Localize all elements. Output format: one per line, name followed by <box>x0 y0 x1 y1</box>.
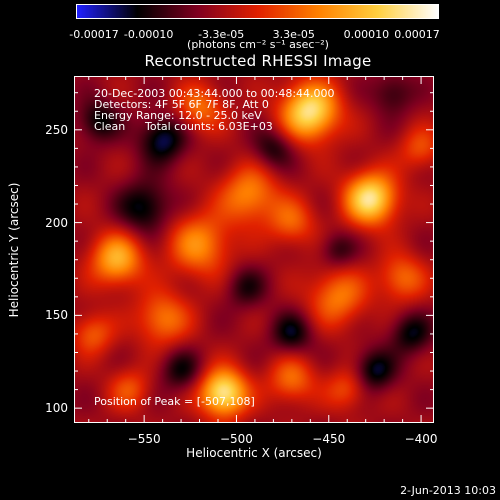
heatmap-plot <box>74 76 434 423</box>
plot-border <box>74 76 434 423</box>
x-tick-label: −400 <box>404 432 438 446</box>
detectors-label: Detectors: 4F 5F 6F 7F 8F, Att 0 <box>94 98 269 111</box>
x-tick-label: −450 <box>312 432 346 446</box>
x-axis-label: Heliocentric X (arcsec) <box>186 446 322 460</box>
y-tick-label: 100 <box>45 401 68 416</box>
y-tick-label: 150 <box>45 308 68 323</box>
energy-range-label: Energy Range: 12.0 - 25.0 keV <box>94 109 262 122</box>
y-tick-label: 250 <box>45 122 68 137</box>
method-label: Clean <box>94 120 126 133</box>
colorbar-tick-label: 0.00017 <box>394 28 440 41</box>
colorbar <box>76 4 439 19</box>
y-tick-label: 200 <box>45 215 68 230</box>
colorbar-tick-label: -0.00017 <box>69 28 119 41</box>
colorbar-tick-label: 3.3e-05 <box>272 28 315 41</box>
total-counts-label: Total counts: 6.03E+03 <box>145 120 273 133</box>
time-range-label: 20-Dec-2003 00:43:44.000 to 00:48:44.000 <box>94 87 335 100</box>
tick-marks <box>74 76 434 423</box>
colorbar-tick-label: 0.00010 <box>343 28 390 41</box>
chart-title: Reconstructed RHESSI Image <box>144 52 372 70</box>
peak-position-label: Position of Peak = [-507,108] <box>94 395 255 408</box>
x-tick-label: −550 <box>127 432 161 446</box>
generation-date: 2-Jun-2013 10:03 <box>400 484 496 497</box>
y-axis-label: Heliocentric Y (arcsec) <box>7 182 21 318</box>
x-tick-label: −500 <box>219 432 253 446</box>
colorbar-units: (photons cm⁻² s⁻¹ asec⁻²) <box>187 38 329 51</box>
colorbar-tick-label: -3.3e-05 <box>198 28 245 41</box>
colorbar-tick-label: -0.00010 <box>123 28 174 41</box>
